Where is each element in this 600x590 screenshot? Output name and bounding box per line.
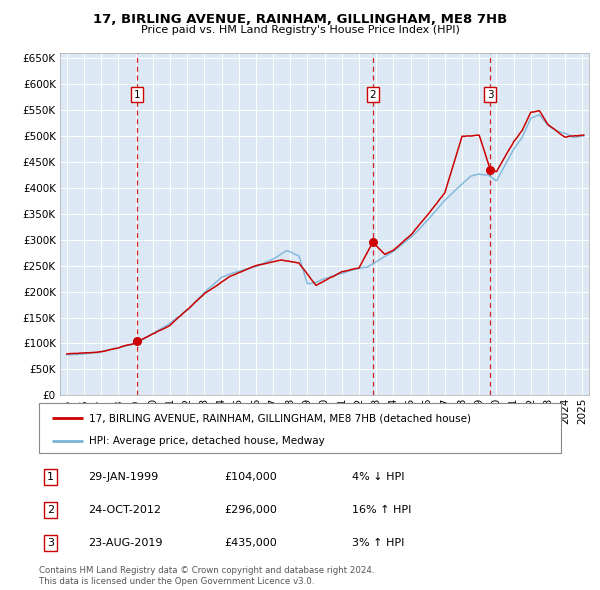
Text: 17, BIRLING AVENUE, RAINHAM, GILLINGHAM, ME8 7HB (detached house): 17, BIRLING AVENUE, RAINHAM, GILLINGHAM,… — [89, 413, 470, 423]
Text: 24-OCT-2012: 24-OCT-2012 — [89, 505, 161, 515]
Text: 3% ↑ HPI: 3% ↑ HPI — [352, 538, 404, 548]
Text: 3: 3 — [47, 538, 54, 548]
Text: 2: 2 — [370, 90, 376, 100]
FancyBboxPatch shape — [39, 403, 561, 453]
Text: £296,000: £296,000 — [224, 505, 277, 515]
Text: Price paid vs. HM Land Registry's House Price Index (HPI): Price paid vs. HM Land Registry's House … — [140, 25, 460, 35]
Text: £435,000: £435,000 — [224, 538, 277, 548]
Text: 2: 2 — [47, 505, 54, 515]
Text: 16% ↑ HPI: 16% ↑ HPI — [352, 505, 412, 515]
Text: 23-AUG-2019: 23-AUG-2019 — [89, 538, 163, 548]
Text: This data is licensed under the Open Government Licence v3.0.: This data is licensed under the Open Gov… — [39, 577, 314, 586]
Text: £104,000: £104,000 — [224, 472, 277, 482]
Text: 3: 3 — [487, 90, 494, 100]
Text: 1: 1 — [134, 90, 140, 100]
Text: HPI: Average price, detached house, Medway: HPI: Average price, detached house, Medw… — [89, 435, 325, 445]
Text: Contains HM Land Registry data © Crown copyright and database right 2024.: Contains HM Land Registry data © Crown c… — [39, 566, 374, 575]
Text: 29-JAN-1999: 29-JAN-1999 — [89, 472, 159, 482]
Text: 4% ↓ HPI: 4% ↓ HPI — [352, 472, 404, 482]
Text: 17, BIRLING AVENUE, RAINHAM, GILLINGHAM, ME8 7HB: 17, BIRLING AVENUE, RAINHAM, GILLINGHAM,… — [93, 13, 507, 26]
Text: 1: 1 — [47, 472, 54, 482]
